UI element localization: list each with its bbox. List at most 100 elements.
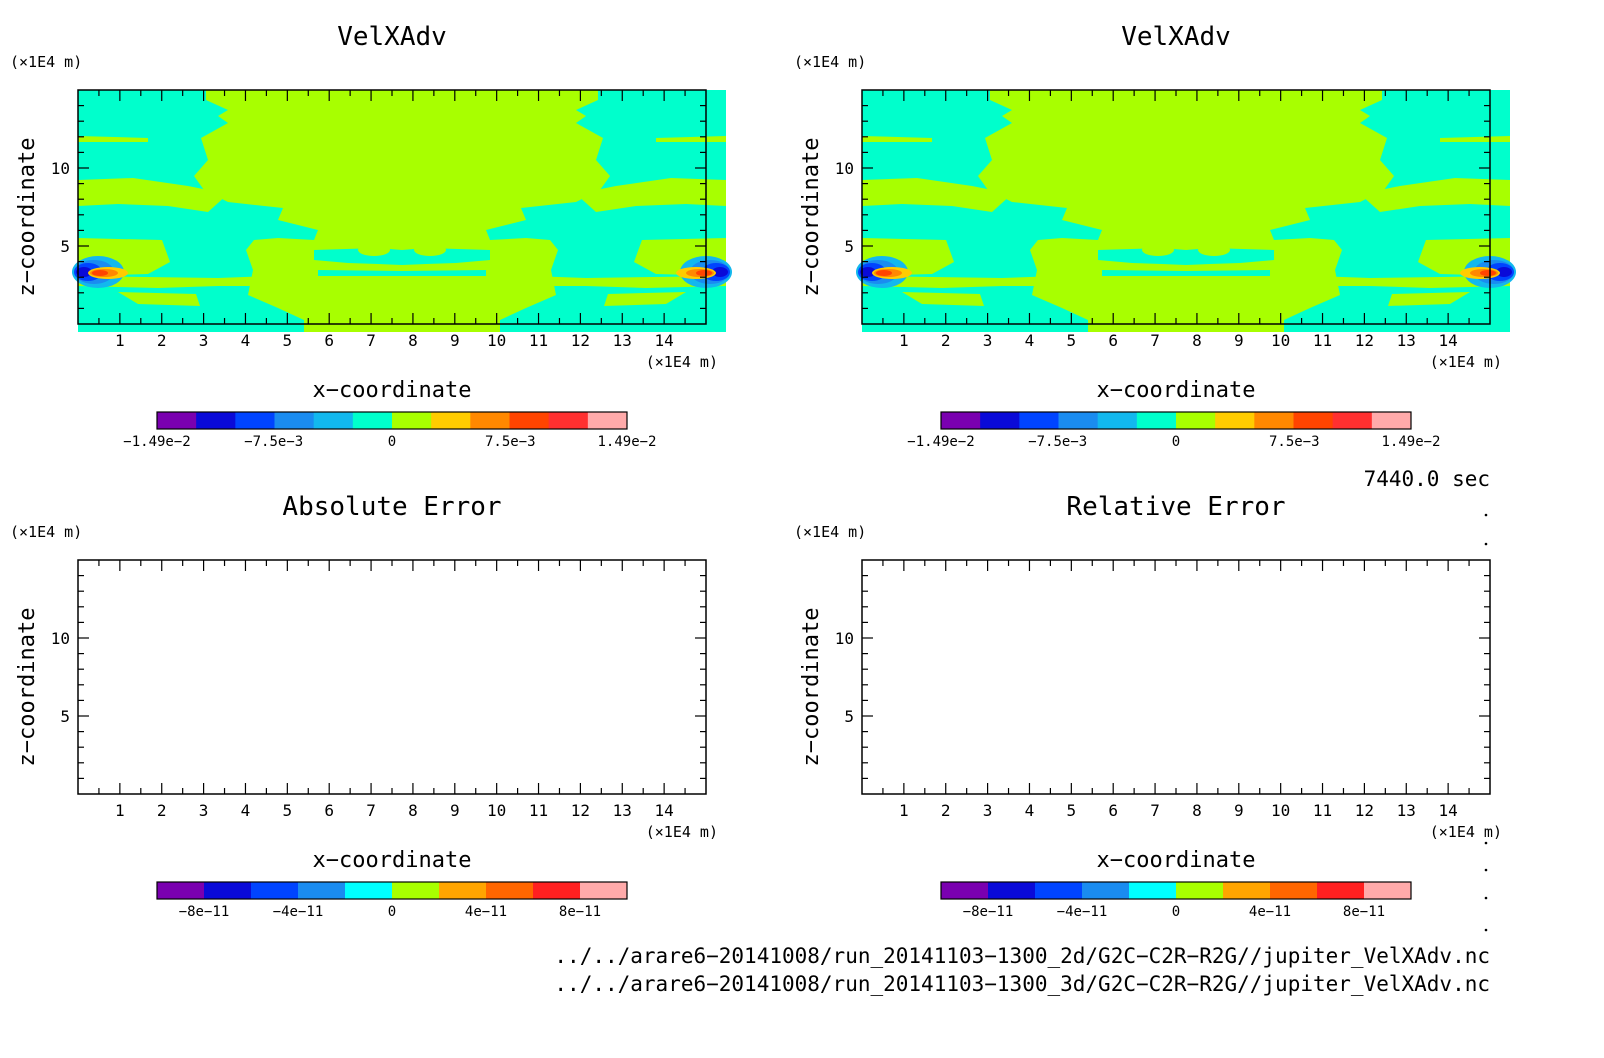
chart-title: Absolute Error <box>282 492 501 522</box>
x-tick-label: 3 <box>199 331 209 350</box>
x-tick-label: 8 <box>1192 801 1202 820</box>
x-tick-label: 11 <box>1313 331 1332 350</box>
x-axis-label: x−coordinate <box>313 378 472 403</box>
colorbar-segment <box>941 882 989 899</box>
x-tick-label: 10 <box>1271 331 1290 350</box>
x-tick-label: 3 <box>983 331 993 350</box>
colorbar-segment <box>235 412 275 429</box>
colorbar: −1.49e−2 −7.5e−3 0 7.5e−3 1.49e−2 <box>123 411 657 450</box>
x-tick-label: 13 <box>1397 331 1416 350</box>
x-tick-label: 7 <box>1150 801 1160 820</box>
colorbar-segment <box>1270 882 1318 899</box>
x-tick-label: 1 <box>899 331 909 350</box>
source-file-3d: ../../arare6−20141008/run_20141103−1300_… <box>554 972 1490 996</box>
y-unit-label: (×1E4 m) <box>10 53 82 71</box>
x-tick-label: 4 <box>241 801 251 820</box>
contour-field <box>72 90 732 332</box>
colorbar-segment <box>352 412 393 429</box>
y-tick-label: 10 <box>835 159 854 178</box>
x-tick-label: 4 <box>241 331 251 350</box>
colorbar-label: 0 <box>388 434 396 450</box>
colorbar-frame <box>156 881 628 900</box>
x-tick-label: 5 <box>283 801 293 820</box>
colorbar-segment <box>392 412 432 429</box>
x-tick-label: 8 <box>408 801 418 820</box>
x-tick-label: 11 <box>529 801 548 820</box>
y-axis-label: z−coordinate <box>15 138 40 297</box>
x-tick-label: 10 <box>1271 801 1290 820</box>
colorbar-segment <box>1223 882 1271 899</box>
x-tick-label: 5 <box>1067 331 1077 350</box>
colorbar-segment <box>941 412 981 429</box>
x-tick-label: 6 <box>324 801 334 820</box>
chart-panel-1: VelXAdv(×1E4 m)(×1E4 m)1 2 3 4 5 6 7 8 9 10 11 12 13… <box>10 22 732 450</box>
colorbar-segment <box>1058 412 1099 429</box>
colorbar-segment <box>298 882 346 899</box>
colorbar-segment <box>980 412 1020 429</box>
x-tick-label: 14 <box>655 801 674 820</box>
colorbar-segment <box>1254 412 1294 429</box>
colorbar-segment <box>157 882 205 899</box>
x-tick-label: 12 <box>571 801 590 820</box>
chart-panel-2: VelXAdv(×1E4 m)(×1E4 m)1 2 3 4 5 6 7 8 9 10 11 12 13… <box>794 22 1516 450</box>
colorbar-label: −7.5e−3 <box>244 434 303 450</box>
colorbar-label: 1.49e−2 <box>1381 434 1440 450</box>
colorbar-segment <box>439 882 487 899</box>
colorbar-segment <box>1215 412 1255 429</box>
colorbar-segment <box>1019 412 1059 429</box>
colorbar-label: −4e−11 <box>1057 904 1108 920</box>
x-tick-label: 13 <box>613 331 632 350</box>
chart-title: VelXAdv <box>1121 22 1231 52</box>
x-tick-label: 11 <box>1313 801 1332 820</box>
y-tick-label: 10 <box>51 159 70 178</box>
colorbar-segment <box>1129 882 1177 899</box>
x-tick-label: 14 <box>655 331 674 350</box>
colorbar-label: 0 <box>388 904 396 920</box>
x-tick-label: 6 <box>1108 801 1118 820</box>
x-tick-label: 9 <box>1234 801 1244 820</box>
colorbar-segment <box>431 412 471 429</box>
contour-field <box>856 90 1516 332</box>
source-file-2d: ../../arare6−20141008/run_20141103−1300_… <box>554 944 1490 968</box>
colorbar-segment <box>274 412 315 429</box>
y-tick-label: 5 <box>60 707 70 726</box>
x-tick-label: 2 <box>941 331 951 350</box>
y-tick-label: 10 <box>51 629 70 648</box>
y-unit-label: (×1E4 m) <box>10 523 82 541</box>
colorbar-segment <box>251 882 299 899</box>
colorbar-segment <box>509 412 550 429</box>
x-tick-label: 8 <box>1192 331 1202 350</box>
chart-title: VelXAdv <box>337 22 447 52</box>
colorbar-label: 0 <box>1172 904 1180 920</box>
colorbar-segment <box>1136 412 1177 429</box>
colorbar-segment <box>1035 882 1083 899</box>
colorbar-segment <box>196 412 236 429</box>
y-tick-label: 5 <box>60 237 70 256</box>
x-axis-label: x−coordinate <box>1097 378 1256 403</box>
x-tick-label: 14 <box>1439 801 1458 820</box>
y-axis-label: z−coordinate <box>15 608 40 767</box>
colorbar-segment <box>1097 412 1138 429</box>
y-tick-label: 5 <box>844 707 854 726</box>
x-tick-label: 10 <box>487 801 506 820</box>
x-tick-label: 9 <box>1234 331 1244 350</box>
colorbar-segment <box>345 882 393 899</box>
colorbar-frame <box>156 411 628 430</box>
x-tick-label: 12 <box>571 331 590 350</box>
colorbar: −1.49e−2 −7.5e−3 0 7.5e−3 1.49e−2 <box>907 411 1441 450</box>
x-tick-label: 8 <box>408 331 418 350</box>
x-tick-label: 1 <box>115 801 125 820</box>
colorbar-label: 7.5e−3 <box>1269 434 1320 450</box>
x-tick-label: 6 <box>1108 331 1118 350</box>
colorbar-segment <box>1371 412 1412 429</box>
colorbar-segment <box>1082 882 1130 899</box>
colorbar-segment <box>313 412 354 429</box>
x-tick-label: 4 <box>1025 801 1035 820</box>
chart-panel-3: Absolute Error(×1E4 m)(×1E4 m)1 2 3 4 5 6 7 8 9 1… <box>10 492 718 920</box>
plot-frame <box>77 559 707 795</box>
colorbar-segment <box>157 412 197 429</box>
x-tick-label: 4 <box>1025 331 1035 350</box>
x-unit-label: (×1E4 m) <box>1430 353 1502 371</box>
x-tick-label: 3 <box>983 801 993 820</box>
y-unit-label: (×1E4 m) <box>794 53 866 71</box>
